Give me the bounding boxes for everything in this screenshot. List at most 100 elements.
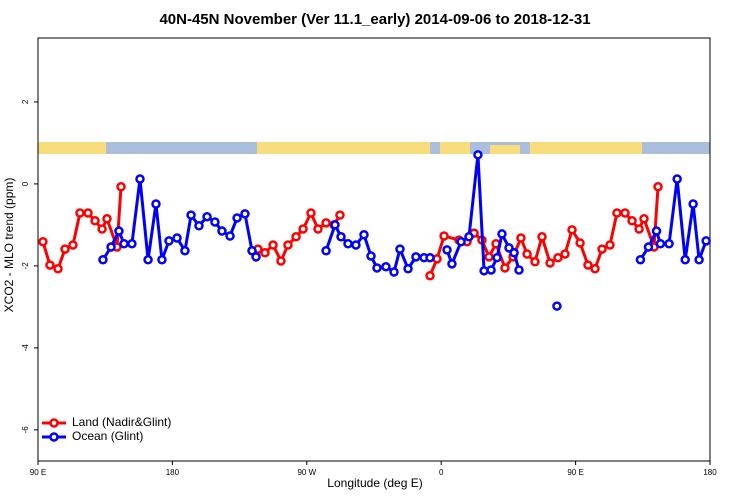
- y-tick-label: 0: [21, 181, 30, 186]
- data-point: [688, 199, 698, 209]
- data-point: [291, 232, 301, 242]
- data-point: [172, 233, 182, 243]
- data-point: [500, 263, 510, 273]
- y-tick-label: 2: [21, 99, 30, 104]
- data-point: [83, 208, 93, 218]
- data-point: [567, 225, 577, 235]
- data-point: [651, 226, 662, 236]
- data-point: [389, 267, 399, 277]
- data-point: [321, 218, 331, 228]
- data-point: [545, 258, 555, 268]
- data-point: [664, 239, 674, 249]
- y-axis-label: XCO2 - MLO trend (ppm): [2, 178, 16, 313]
- data-point: [366, 251, 376, 261]
- data-point: [653, 182, 663, 192]
- data-point: [260, 248, 270, 258]
- series-line: [41, 186, 660, 277]
- data-point: [157, 254, 167, 265]
- data-point: [411, 252, 421, 262]
- data-point: [516, 233, 526, 243]
- data-point: [251, 252, 261, 262]
- legend-label: Land (Nadir&Glint): [72, 415, 171, 429]
- data-point: [590, 264, 600, 274]
- data-point: [351, 240, 361, 250]
- data-point: [135, 174, 145, 184]
- data-point: [620, 208, 630, 218]
- data-point: [425, 270, 435, 281]
- data-point: [701, 236, 711, 246]
- data-point: [90, 216, 100, 226]
- data-point: [530, 257, 540, 267]
- data-point: [514, 265, 524, 275]
- data-point: [486, 265, 496, 275]
- data-point: [425, 252, 435, 263]
- data-point: [560, 249, 570, 259]
- data-point: [672, 174, 682, 184]
- data-point: [210, 217, 220, 227]
- data-point: [583, 260, 593, 270]
- data-point: [635, 254, 646, 265]
- data-point: [68, 240, 78, 250]
- legend-label: Ocean (Glint): [72, 429, 143, 443]
- legend-marker: [49, 418, 59, 428]
- data-point: [119, 239, 129, 249]
- data-point: [202, 211, 212, 222]
- data-point: [643, 242, 654, 252]
- data-point: [492, 252, 502, 263]
- legend-marker: [49, 432, 59, 442]
- data-point: [75, 208, 85, 218]
- data-point: [442, 245, 452, 255]
- data-point: [605, 240, 615, 250]
- data-point: [143, 254, 153, 265]
- data-point: [217, 226, 227, 236]
- data-point: [537, 232, 547, 242]
- data-point: [186, 210, 196, 220]
- y-tick-label: -2: [21, 262, 30, 270]
- x-tick-label: 180: [166, 468, 180, 477]
- data-point: [330, 220, 340, 230]
- data-point: [456, 236, 466, 247]
- data-point: [447, 259, 457, 269]
- data-point: [127, 239, 137, 249]
- data-point: [464, 232, 474, 242]
- data-point: [268, 240, 278, 250]
- data-point: [97, 224, 107, 234]
- data-point: [336, 232, 346, 242]
- x-tick-label: 180: [703, 468, 717, 477]
- data-point: [575, 238, 585, 248]
- x-tick-label: 90 W: [297, 468, 316, 477]
- data-point: [313, 224, 323, 234]
- data-point: [627, 216, 637, 226]
- x-axis-label: Longitude (deg E): [327, 476, 422, 490]
- data-point: [680, 254, 690, 265]
- data-point: [102, 214, 112, 224]
- data-point: [509, 248, 519, 258]
- data-point: [298, 224, 308, 234]
- data-point: [381, 261, 391, 272]
- data-point: [694, 254, 704, 265]
- data-point: [634, 224, 644, 234]
- data-point: [283, 240, 293, 250]
- data-point: [473, 150, 483, 160]
- data-point: [343, 239, 353, 249]
- data-point: [276, 256, 286, 266]
- data-point: [232, 213, 242, 223]
- data-point: [359, 229, 369, 240]
- data-point: [98, 254, 108, 265]
- y-tick-label: -6: [21, 426, 30, 434]
- data-point: [53, 264, 63, 274]
- land-ocean-strip: [38, 142, 710, 154]
- data-point: [439, 231, 449, 241]
- data-point: [247, 245, 257, 256]
- data-point: [321, 245, 331, 256]
- data-point: [403, 264, 413, 274]
- data-point: [372, 263, 382, 273]
- data-point: [151, 199, 161, 209]
- data-point: [38, 236, 48, 247]
- data-point: [116, 182, 126, 192]
- data-point: [484, 252, 494, 262]
- x-tick-label: 0: [439, 468, 444, 477]
- y-tick-label: -4: [21, 344, 30, 352]
- plot-frame: [37, 37, 711, 462]
